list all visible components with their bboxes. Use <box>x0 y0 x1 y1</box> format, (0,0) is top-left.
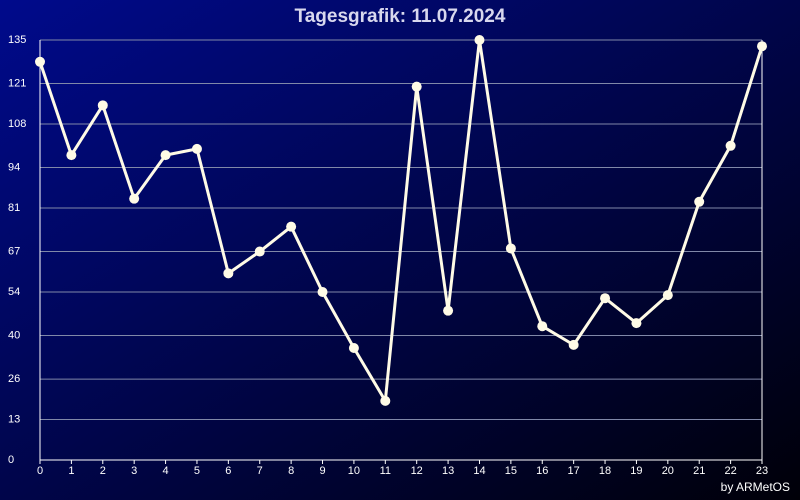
point <box>537 321 548 332</box>
point <box>474 35 485 45</box>
y-tick-label: 40 <box>8 329 20 341</box>
y-tick-label: 67 <box>8 245 20 257</box>
point <box>129 193 140 204</box>
point <box>223 268 234 279</box>
x-tick-label: 6 <box>225 465 231 477</box>
y-tick-label: 94 <box>8 161 20 173</box>
x-tick-label: 4 <box>163 465 169 477</box>
y-tick-label: 26 <box>8 373 20 385</box>
point <box>600 293 611 304</box>
point <box>66 150 77 161</box>
line <box>38 38 764 403</box>
x-tick-label: 18 <box>599 465 611 477</box>
point <box>317 287 328 297</box>
point <box>694 196 705 207</box>
x-tick-label: 10 <box>348 465 360 477</box>
point <box>505 243 516 254</box>
y-tick-label: 135 <box>8 34 26 46</box>
point <box>286 221 297 232</box>
point <box>160 150 171 161</box>
point <box>662 290 673 301</box>
x-tick-label: 9 <box>319 465 325 477</box>
point <box>254 246 265 257</box>
point <box>725 140 736 151</box>
point <box>380 395 391 406</box>
x-tick-label: 20 <box>662 465 674 477</box>
x-tick-label: 14 <box>473 465 485 477</box>
point <box>348 343 359 353</box>
y-tick-label: 0 <box>8 454 14 466</box>
x-tick-label: 21 <box>693 465 705 477</box>
y-tick-label: 81 <box>8 202 20 214</box>
x-tick-label: 16 <box>536 465 548 477</box>
y-tick-label: 121 <box>8 77 26 89</box>
x-tick-label: 7 <box>257 465 263 477</box>
point <box>568 339 579 350</box>
footer: by ARMetOS <box>721 480 790 494</box>
point <box>97 100 108 111</box>
point <box>191 143 202 154</box>
x-tick-label: 8 <box>288 465 294 477</box>
x-tick-label: 23 <box>756 465 768 477</box>
y-tick-label: 13 <box>8 413 20 425</box>
x-tick-label: 13 <box>442 465 454 477</box>
point <box>631 318 642 329</box>
x-tick-label: 15 <box>505 465 517 477</box>
y-tick-label: 54 <box>8 286 20 298</box>
x-tick-label: 12 <box>411 465 423 477</box>
x-tick-label: 11 <box>380 465 391 477</box>
x-tick-label: 2 <box>100 465 106 477</box>
x-tick-label: 3 <box>131 465 137 477</box>
x-tick-label: 17 <box>568 465 580 477</box>
x-tick-label: 5 <box>194 465 200 477</box>
chart-title: Tagesgrafik: 11.07.2024 <box>295 6 506 27</box>
point <box>443 305 454 316</box>
x-tick-label: 19 <box>630 465 642 477</box>
point <box>757 41 767 52</box>
x-tick-label: 1 <box>68 465 74 477</box>
y-tick-label: 108 <box>8 118 26 130</box>
x-tick-label: 22 <box>724 465 736 477</box>
point <box>411 81 422 92</box>
x-tick-label: 0 <box>37 465 43 477</box>
point <box>35 56 45 67</box>
